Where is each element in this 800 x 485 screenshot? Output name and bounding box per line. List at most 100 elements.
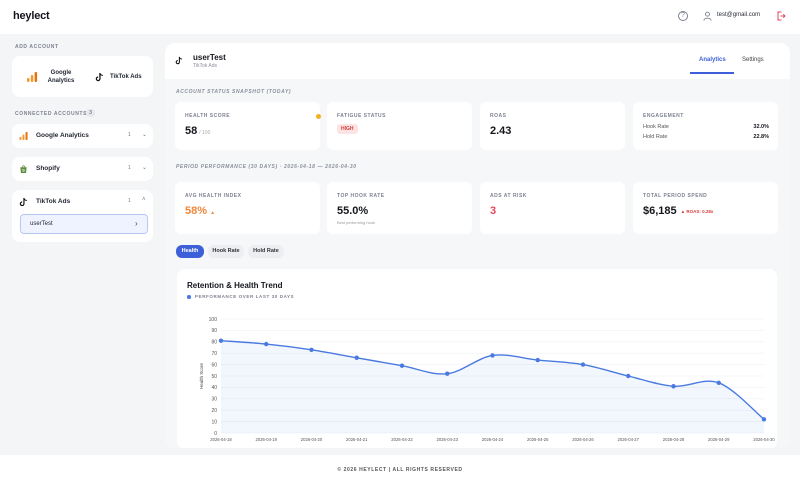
y-tick-label: 90	[211, 328, 217, 334]
chip-hook-rate[interactable]: Hook Rate	[208, 245, 244, 258]
tiktok-icon	[19, 197, 27, 207]
card-label: AVG HEALTH INDEX	[185, 193, 242, 199]
account-count: 1	[128, 132, 131, 138]
account-name: Google Analytics	[36, 132, 89, 139]
account-header[interactable]: S Shopify 1 ⌄	[12, 157, 153, 181]
add-account-label: ADD ACCOUNT	[15, 44, 59, 50]
y-tick-label: 0	[214, 431, 217, 437]
account-header[interactable]: Google Analytics 1 ⌄	[12, 124, 153, 148]
snapshot-label: ACCOUNT STATUS SNAPSHOT (TODAY)	[176, 89, 292, 95]
shopify-icon: S	[20, 165, 27, 174]
main-panel: userTest TikTok Ads Analytics Settings A…	[165, 43, 790, 448]
sub-account-name: userTest	[30, 221, 53, 227]
x-tick-label: 2026-04-23	[437, 437, 459, 442]
data-point	[761, 417, 767, 422]
sub-account-usertest[interactable]: userTest ›	[20, 214, 148, 234]
chevron-down-icon[interactable]: ⌄	[142, 132, 148, 138]
account-shopify[interactable]: S Shopify 1 ⌄	[12, 157, 153, 181]
svg-text:S: S	[22, 168, 25, 173]
chart-subtitle: PERFORMANCE OVER LAST 30 DAYS	[195, 294, 295, 299]
data-point	[218, 338, 224, 343]
top-hook-note: Best performing hook	[337, 220, 376, 225]
legend-dot	[187, 295, 191, 299]
engagement-card: ENGAGEMENT Hook Rate 32.0% Hold Rate 22.…	[633, 102, 778, 150]
y-tick-label: 80	[211, 340, 217, 346]
data-point	[490, 353, 495, 358]
top-hook-value: 55.0%	[337, 205, 369, 217]
ads-at-risk-card: ADS AT RISK 3	[480, 182, 625, 234]
x-tick-label: 2026-04-27	[618, 437, 640, 442]
x-tick-label: 2026-04-18	[210, 437, 232, 442]
trend-chart-card: Retention & Health Trend PERFORMANCE OVE…	[177, 269, 777, 448]
x-tick-label: 2026-04-20	[301, 437, 323, 442]
chip-hold-rate[interactable]: Hold Rate	[248, 245, 284, 258]
google-analytics-icon	[19, 131, 28, 141]
google-analytics-icon	[27, 71, 38, 82]
tab-settings[interactable]: Settings	[742, 57, 764, 63]
x-tick-label: 2026-04-29	[708, 437, 730, 442]
trend-up-icon: ▲	[210, 210, 216, 216]
x-tick-label: 2026-04-19	[256, 437, 278, 442]
trend-chart[interactable]: 0 10 20 30 40 50 60 70 80 90 100 2026-04-18 2026-04-…	[177, 269, 777, 448]
account-tiktok-ads[interactable]: TikTok Ads 1 ˄ userTest ›	[12, 190, 153, 242]
account-header-bar: userTest TikTok Ads Analytics Settings	[165, 43, 790, 79]
account-google-analytics[interactable]: Google Analytics 1 ⌄	[12, 124, 153, 148]
status-dot	[316, 114, 321, 119]
avg-health-number: 58%	[185, 205, 208, 217]
health-score-value: 58/ 100	[185, 125, 210, 137]
data-point	[626, 373, 631, 379]
card-label: ADS AT RISK	[490, 193, 527, 199]
account-platform: TikTok Ads	[193, 63, 217, 69]
period-label: PERIOD PERFORMANCE (30 DAYS) · 2026-04-1…	[176, 164, 357, 170]
chip-health[interactable]: Health	[176, 245, 204, 258]
roas-card: ROAS 2.43	[480, 102, 625, 150]
tiktok-icon	[95, 72, 103, 81]
y-tick-label: 100	[209, 317, 218, 323]
ads-at-risk-value: 3	[490, 205, 497, 217]
data-point	[309, 347, 314, 352]
add-account-card: Google Analytics TikTok Ads	[12, 56, 153, 97]
account-count: 1	[128, 198, 131, 204]
account-header[interactable]: TikTok Ads 1 ˄	[12, 190, 153, 214]
user-email[interactable]: test@gmail.com	[717, 12, 761, 18]
x-tick-label: 2026-04-24	[482, 437, 504, 442]
logout-icon[interactable]	[776, 11, 786, 21]
data-point	[580, 362, 586, 367]
footer: © 2026 HEYLECT | ALL RIGHTS RESERVED	[0, 455, 800, 485]
chevron-down-icon[interactable]: ⌄	[142, 165, 148, 171]
avg-health-card: AVG HEALTH INDEX 58% ▲	[175, 182, 320, 234]
x-tick-label: 2026-04-22	[391, 437, 413, 442]
add-google-analytics-button[interactable]: Google Analytics	[21, 64, 87, 89]
hold-rate-value: 22.8%	[753, 134, 769, 140]
add-tiktok-ads-button[interactable]: TikTok Ads	[92, 64, 148, 89]
y-axis-label: Health Score	[199, 362, 204, 389]
app-logo[interactable]: heylect	[13, 10, 50, 22]
data-point	[354, 355, 359, 360]
series-area	[221, 340, 764, 433]
y-tick-label: 30	[211, 397, 217, 403]
roas-value: 2.43	[490, 125, 512, 137]
card-label: ENGAGEMENT	[643, 113, 684, 119]
data-point	[264, 341, 269, 347]
active-tab-indicator	[690, 72, 734, 74]
health-score-number: 58	[185, 125, 198, 137]
chevron-up-icon[interactable]: ˄	[142, 197, 146, 203]
chevron-right-icon: ›	[135, 219, 138, 228]
y-tick-label: 60	[211, 362, 217, 368]
help-icon[interactable]: ?	[678, 11, 688, 21]
card-label: HEALTH SCORE	[185, 113, 231, 119]
data-point	[671, 384, 676, 389]
data-point	[445, 371, 450, 376]
x-tick-label: 2026-04-26	[572, 437, 594, 442]
fatigue-status-card: FATIGUE STATUS HIGH	[327, 102, 472, 150]
x-tick-label: 2026-04-28	[663, 437, 685, 442]
hook-rate-label: Hook Rate	[643, 124, 669, 130]
hold-rate-label: Hold Rate	[643, 134, 668, 140]
tab-analytics[interactable]: Analytics	[699, 57, 726, 63]
chart-title: Retention & Health Trend	[187, 281, 283, 290]
y-tick-label: 40	[211, 385, 217, 391]
health-score-card: HEALTH SCORE 58/ 100	[175, 102, 321, 150]
x-tick-label: 2026-04-21	[346, 437, 368, 442]
card-label: TOTAL PERIOD SPEND	[643, 193, 708, 199]
account-count: 1	[128, 165, 131, 171]
